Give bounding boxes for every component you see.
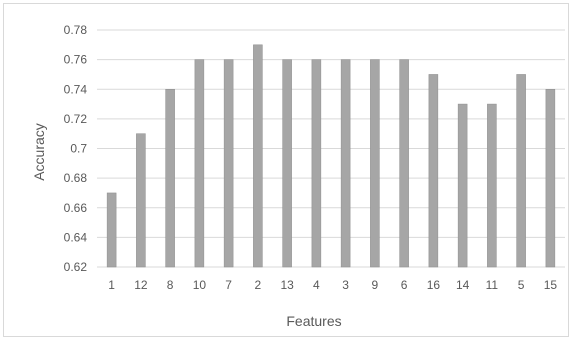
x-tick-label: 16 (427, 278, 441, 292)
y-axis-title: Accuracy (31, 123, 47, 181)
y-tick-label: 0.62 (64, 260, 88, 274)
bar (428, 74, 439, 268)
y-tick-label: 0.72 (64, 112, 88, 126)
bar (545, 89, 556, 268)
bar (399, 59, 409, 268)
x-tick-label: 7 (225, 278, 232, 292)
x-tick-label: 6 (401, 278, 408, 292)
y-tick-label: 0.78 (64, 23, 88, 37)
y-tick-label: 0.74 (64, 82, 88, 96)
x-tick-label: 13 (280, 278, 294, 292)
bar (282, 59, 292, 268)
x-tick-label: 10 (193, 278, 207, 292)
y-tick-labels: 0.62 0.64 0.66 0.68 0.7 0.72 0.74 0.76 0.78 (64, 23, 88, 274)
bar (370, 59, 380, 268)
bars (106, 44, 556, 268)
x-tick-label: 3 (342, 278, 349, 292)
x-tick-labels: 1 12 8 10 7 2 13 4 3 9 6 16 14 11 5 15 (108, 278, 557, 292)
bar (106, 192, 117, 268)
x-tick-label: 9 (372, 278, 379, 292)
y-tick-label: 0.7 (70, 142, 87, 156)
y-tick-label: 0.66 (64, 201, 88, 215)
bar (457, 103, 468, 268)
bar (223, 59, 234, 268)
x-tick-label: 5 (518, 278, 525, 292)
y-tick-label: 0.68 (64, 171, 88, 185)
x-tick-label: 2 (255, 278, 262, 292)
gridlines (97, 29, 565, 268)
x-axis-title: Features (286, 313, 341, 329)
x-tick-label: 14 (456, 278, 470, 292)
y-tick-label: 0.64 (64, 230, 88, 244)
x-tick-label: 12 (134, 278, 148, 292)
bar (136, 133, 146, 268)
x-tick-label: 11 (486, 278, 499, 292)
y-tick-label: 0.76 (64, 53, 88, 67)
x-tick-label: 8 (167, 278, 174, 292)
x-tick-label: 4 (313, 278, 320, 292)
bar (165, 89, 175, 268)
x-tick-label: 15 (544, 278, 558, 292)
bar (253, 44, 263, 268)
bar (340, 59, 351, 268)
x-tick-label: 1 (108, 278, 115, 292)
bar (516, 74, 526, 268)
bar (487, 103, 497, 268)
bar (311, 59, 322, 268)
bar (194, 59, 205, 268)
